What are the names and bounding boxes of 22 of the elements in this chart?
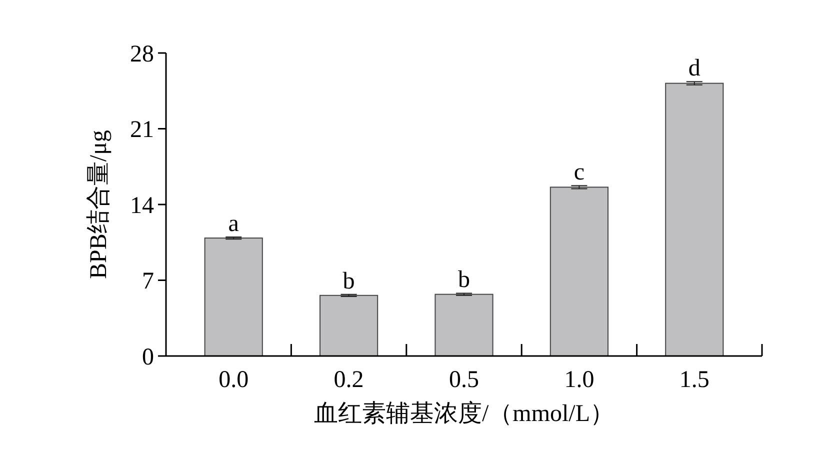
annotation: c (574, 160, 585, 186)
y-tick-label: 7 (142, 268, 154, 295)
x-tick-label: 1.5 (679, 367, 710, 393)
x-tick-label: 0.0 (218, 367, 249, 393)
bar (204, 238, 263, 356)
x-axis-title: 血红素辅基浓度/（mmol/L） (314, 400, 614, 427)
y-axis-title: BPB结合量/μg (86, 130, 112, 279)
y-tick-label: 28 (130, 41, 154, 68)
bar (320, 294, 378, 356)
y-tick-label: 14 (130, 192, 154, 219)
bar (550, 186, 608, 356)
annotation: d (688, 56, 700, 82)
y-tick-label: 0 (142, 344, 154, 370)
annotation: b (342, 268, 355, 294)
annotation: b (458, 267, 470, 294)
annotation: a (228, 210, 240, 237)
x-tick-label: 0.2 (334, 367, 364, 393)
bar (665, 82, 724, 356)
x-tick-label: 0.5 (449, 367, 479, 393)
bar (434, 294, 494, 356)
x-tick-label: 1.0 (564, 367, 594, 393)
y-tick-label: 21 (130, 117, 154, 144)
